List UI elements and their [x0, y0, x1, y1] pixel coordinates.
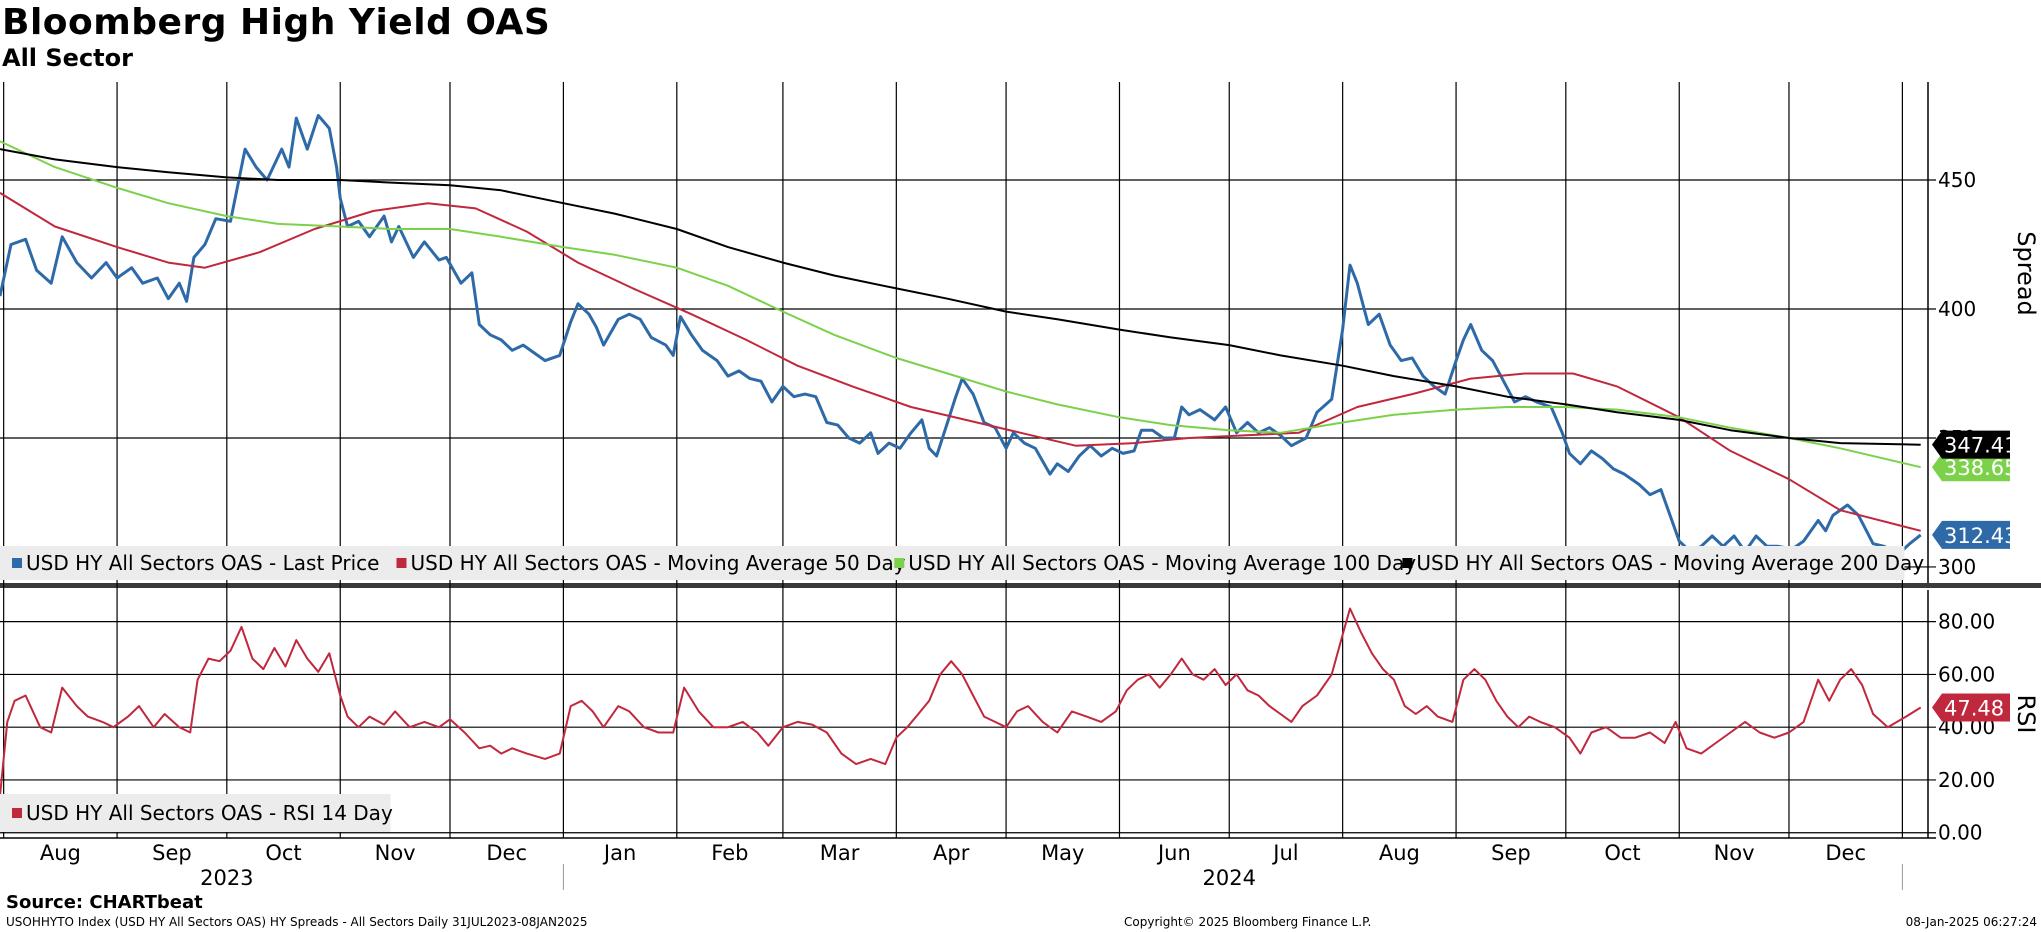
spread-legend-box — [0, 546, 1905, 580]
rsi-series-line-0 — [0, 607, 1922, 796]
month-label: Jun — [1156, 841, 1191, 865]
spread-tick-label: 450 — [1938, 168, 1976, 192]
month-label: Jan — [602, 841, 636, 865]
spread-legend-swatch-0 — [12, 558, 22, 568]
spread-legend-label-1: USD HY All Sectors OAS - Moving Average … — [411, 551, 906, 575]
spread-legend-label-2: USD HY All Sectors OAS - Moving Average … — [908, 551, 1416, 575]
rsi-axis-title: RSI — [2012, 695, 2040, 734]
rsi-tick-label: 20.00 — [1938, 768, 1995, 792]
rsi-legend-swatch-0 — [12, 808, 22, 818]
month-label: Dec — [1825, 841, 1866, 865]
rsi-tick-label: 60.00 — [1938, 662, 1995, 686]
month-label: Apr — [933, 841, 970, 865]
month-label: Nov — [375, 841, 416, 865]
series-lines — [0, 114, 1922, 796]
chart-title: Bloomberg High Yield OAS — [2, 2, 551, 43]
axes: 300350400450Spread0.0020.0040.0060.0080.… — [40, 168, 2040, 890]
month-label: Mar — [820, 841, 860, 865]
spread-last-value-label-2: 338.65 — [1944, 456, 2017, 480]
chart-source: Source: CHARTbeat — [6, 892, 203, 913]
month-label: Sep — [1491, 841, 1531, 865]
spread-last-value-tag-3 — [1932, 430, 2010, 459]
chart-subtitle: All Sector — [2, 44, 133, 72]
rsi-last-value-label-0: 47.48 — [1944, 696, 2004, 720]
footer-copyright: Copyright© 2025 Bloomberg Finance L.P. — [1124, 915, 1372, 929]
rsi-legend-label-0: USD HY All Sectors OAS - RSI 14 Day — [26, 801, 393, 825]
spread-tick-label: 400 — [1938, 297, 1976, 321]
spread-tick-label: 300 — [1938, 555, 1976, 579]
month-label: Oct — [265, 841, 301, 865]
spread-last-value-label-0: 312.43 — [1944, 524, 2017, 548]
spread-series-line-0 — [0, 114, 1922, 556]
spread-legend-label-0: USD HY All Sectors OAS - Last Price — [26, 551, 379, 575]
month-label: Oct — [1604, 841, 1640, 865]
spread-legend-swatch-1 — [396, 558, 407, 568]
gridlines — [0, 82, 1936, 838]
spread-series-line-3 — [0, 148, 1921, 446]
rsi-last-value-tag-0 — [1932, 693, 2010, 722]
legends: USD HY All Sectors OAS - Last Price USD H… — [0, 546, 1924, 832]
year-label: 2023 — [200, 866, 253, 890]
spread-last-value-tag-0 — [1932, 520, 2010, 549]
month-label: Jul — [1271, 841, 1298, 865]
month-label: Nov — [1714, 841, 1755, 865]
spread-legend-swatch-2 — [894, 558, 905, 568]
spread-legend-label-3: USD HY All Sectors OAS - Moving Average … — [1416, 551, 1924, 575]
month-label: Dec — [486, 841, 527, 865]
footer-index-description: USOHHYTO Index (USD HY All Sectors OAS) … — [6, 915, 588, 929]
month-label: Aug — [1379, 841, 1420, 865]
spread-series-line-1 — [0, 192, 1921, 532]
panel-separator — [0, 583, 2041, 588]
year-label: 2024 — [1203, 866, 1256, 890]
rsi-tick-label: 0.00 — [1938, 821, 1983, 845]
month-label: May — [1041, 841, 1084, 865]
rsi-legend-box — [0, 794, 391, 832]
chart-frame — [0, 82, 2041, 839]
spread-last-value-label-3: 347.41 — [1944, 434, 2017, 458]
month-label: Feb — [711, 841, 748, 865]
month-label: Aug — [40, 841, 81, 865]
rsi-tick-label: 80.00 — [1938, 610, 1995, 634]
footer-timestamp: 08-Jan-2025 06:27:24 — [1905, 915, 2037, 929]
spread-axis-title: Spread — [2012, 231, 2040, 316]
spread-last-value-tag-2 — [1932, 453, 2010, 482]
spread-legend-swatch-3 — [1402, 558, 1413, 568]
month-label: Sep — [152, 841, 192, 865]
